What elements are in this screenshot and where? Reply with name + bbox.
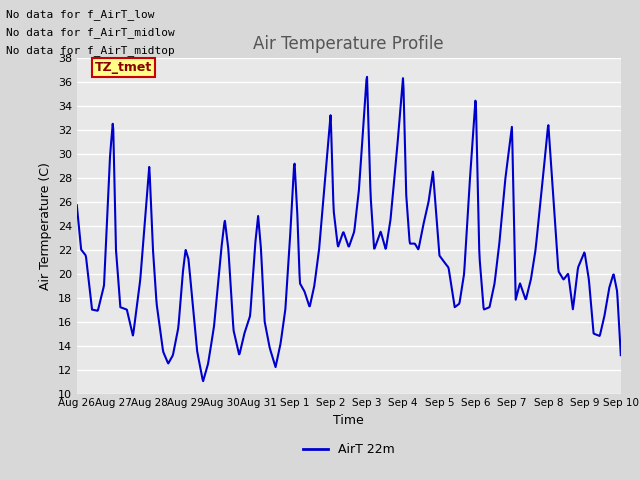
Legend: AirT 22m: AirT 22m: [298, 438, 399, 461]
Text: No data for f_AirT_midtop: No data for f_AirT_midtop: [6, 45, 175, 56]
Y-axis label: Air Termperature (C): Air Termperature (C): [39, 162, 52, 289]
Text: No data for f_AirT_low: No data for f_AirT_low: [6, 9, 155, 20]
X-axis label: Time: Time: [333, 414, 364, 427]
Text: No data for f_AirT_midlow: No data for f_AirT_midlow: [6, 27, 175, 38]
Title: Air Temperature Profile: Air Temperature Profile: [253, 35, 444, 53]
Text: TZ_tmet: TZ_tmet: [95, 60, 152, 74]
